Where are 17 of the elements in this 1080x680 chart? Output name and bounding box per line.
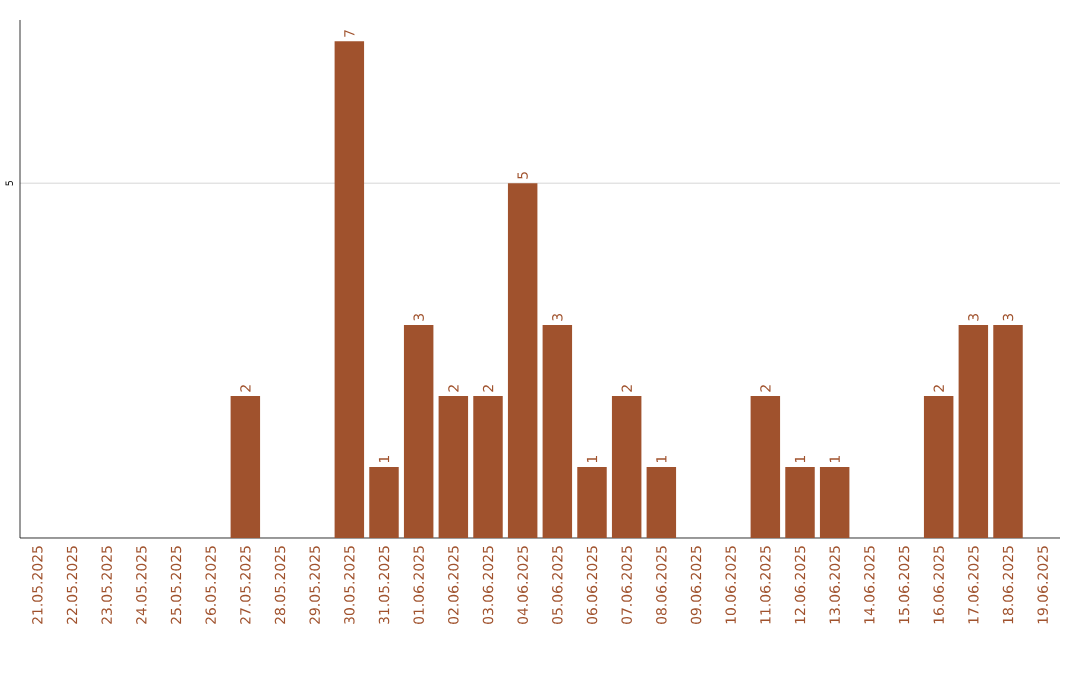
bar <box>611 396 642 538</box>
bar <box>577 467 607 538</box>
bar <box>750 396 781 538</box>
bar <box>438 396 469 538</box>
bar <box>542 325 573 538</box>
bar <box>369 467 399 538</box>
bar <box>923 396 954 538</box>
bar <box>334 41 365 538</box>
bar <box>473 396 503 538</box>
bar <box>819 467 850 538</box>
bar <box>993 325 1023 538</box>
bar <box>958 325 989 538</box>
bar <box>403 325 434 538</box>
bar <box>230 396 261 538</box>
bar <box>785 467 815 538</box>
bar <box>646 467 677 538</box>
bar <box>507 183 538 538</box>
